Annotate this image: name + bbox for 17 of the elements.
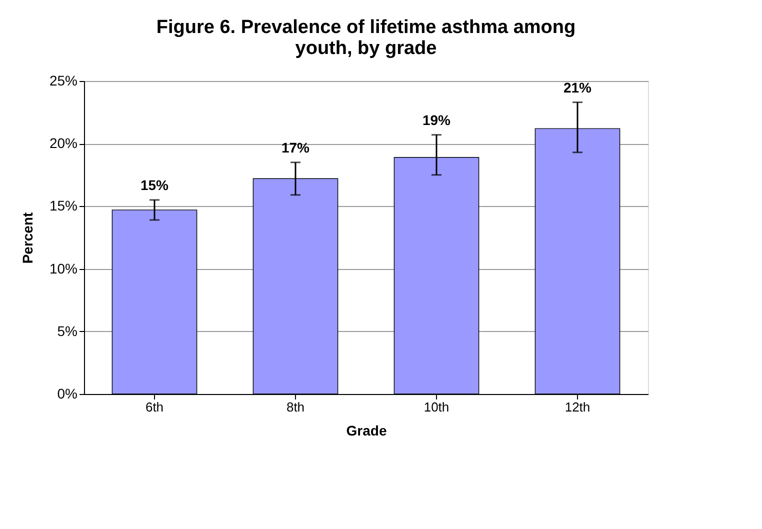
- y-tick-label: 0%: [57, 386, 78, 402]
- data-label: 15%: [140, 176, 170, 193]
- chart-title: Figure 6. Prevalence of lifetime asthma among youth, by grade: [156, 17, 576, 59]
- data-label: 19%: [422, 112, 452, 128]
- y-tick-label: 5%: [57, 322, 78, 339]
- data-label: 21%: [563, 79, 592, 96]
- y-tick-label: 25%: [49, 72, 78, 88]
- y-tick-label: 15%: [49, 198, 78, 214]
- x-tick-label: 6th: [145, 400, 164, 414]
- x-axis-title: Grade: [346, 422, 387, 438]
- x-tick-label: 12th: [564, 400, 590, 414]
- data-label: 17%: [281, 139, 310, 156]
- y-tick-label: 10%: [49, 260, 78, 276]
- y-axis-title: Percent: [19, 212, 36, 264]
- x-tick-label: 10th: [424, 400, 450, 414]
- x-tick-label: 8th: [286, 400, 305, 414]
- y-tick-label: 20%: [49, 135, 78, 152]
